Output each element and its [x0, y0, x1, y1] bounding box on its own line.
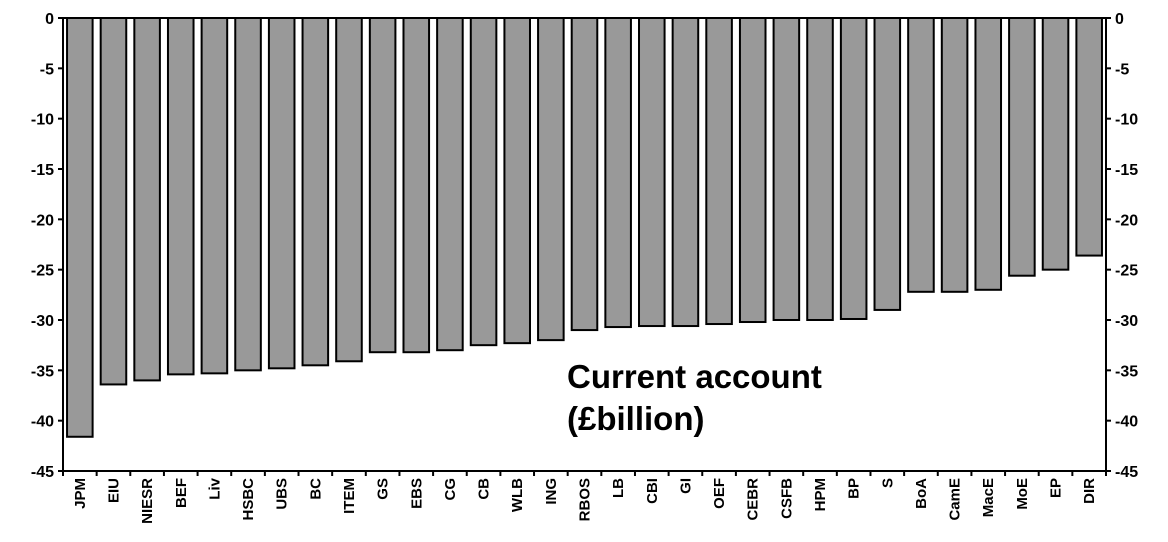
- bar-dir: [1075, 17, 1103, 257]
- category-label-cbi: CBI: [644, 478, 661, 504]
- y-tick-label-left: -45: [31, 464, 54, 481]
- bar-ubs: [267, 17, 296, 370]
- bar-hsbc: [234, 17, 262, 372]
- category-label-eiu: EIU: [105, 478, 122, 503]
- y-tick-label-left: -25: [31, 263, 54, 280]
- bar-jpm: [66, 17, 94, 438]
- category-label-oef: OEF: [711, 478, 728, 509]
- chart-title-line-1: Current account: [567, 358, 822, 395]
- bar-hpm: [806, 17, 834, 321]
- bar-oef: [705, 17, 733, 326]
- category-label-jpm: JPM: [72, 478, 89, 509]
- bars-group: [66, 17, 1103, 438]
- category-label-came: CamE: [947, 478, 964, 521]
- bar-gi: [671, 17, 700, 328]
- y-tick-label-left: -35: [31, 363, 54, 380]
- category-label-ubs: UBS: [274, 478, 291, 510]
- bar-s: [873, 17, 902, 311]
- category-label-cebr: CEBR: [745, 478, 762, 521]
- category-label-ebs: EBS: [408, 478, 425, 509]
- category-label-liv: Liv: [206, 477, 223, 499]
- bar-ep: [1041, 17, 1070, 271]
- bar-niesr: [133, 17, 161, 382]
- category-label-rbos: RBOS: [577, 478, 594, 521]
- y-tick-label-right: -35: [1115, 363, 1138, 380]
- category-label-csfb: CSFB: [778, 478, 795, 519]
- bar-cebr: [738, 17, 767, 324]
- labels-group: 0 0 -5 -5 -10 -10 -15 -15 -20 -20 -25 -25 -30 -30 -35 -…: [31, 11, 1138, 524]
- category-label-wlb: WLB: [509, 478, 526, 512]
- bar-moe: [1008, 17, 1036, 277]
- y-tick-label-left: -30: [31, 313, 54, 330]
- bar-bef: [166, 17, 195, 376]
- axes-group: [58, 17, 1111, 476]
- y-tick-label-left: -20: [31, 212, 54, 229]
- category-label-cg: CG: [442, 478, 459, 501]
- y-tick-label-right: -25: [1115, 263, 1138, 280]
- category-label-item: ITEM: [341, 478, 358, 514]
- bar-lb: [604, 17, 632, 329]
- y-tick-label-left: -15: [31, 162, 54, 179]
- category-label-boa: BoA: [913, 478, 930, 509]
- bar-ebs: [402, 17, 431, 354]
- bar-boa: [907, 17, 935, 293]
- category-label-gi: GI: [677, 478, 694, 494]
- y-tick-label-left: -5: [40, 61, 54, 78]
- category-label-bc: BC: [307, 478, 324, 500]
- category-label-lb: LB: [610, 478, 627, 498]
- bar-liv: [200, 17, 229, 375]
- bar-gs: [368, 17, 397, 354]
- y-tick-label-right: -45: [1115, 464, 1138, 481]
- bar-ing: [537, 17, 565, 342]
- y-tick-label-left: 0: [45, 11, 54, 28]
- category-label-moe: MoE: [1014, 478, 1031, 510]
- bar-cb: [469, 17, 498, 347]
- bar-cg: [436, 17, 464, 352]
- bar-csfb: [772, 17, 801, 321]
- category-label-hpm: HPM: [812, 478, 829, 511]
- bar-rbos: [570, 17, 599, 332]
- category-label-ing: ING: [543, 478, 560, 505]
- y-tick-label-left: -10: [31, 112, 54, 129]
- category-label-s: S: [879, 478, 896, 488]
- category-label-niesr: NIESR: [139, 478, 156, 524]
- category-label-hsbc: HSBC: [240, 478, 257, 521]
- y-tick-label-right: -5: [1115, 61, 1129, 78]
- bar-wlb: [503, 17, 531, 345]
- bar-bc: [301, 17, 330, 367]
- category-label-cb: CB: [476, 478, 493, 500]
- category-label-ep: EP: [1048, 478, 1065, 498]
- category-label-mace: MacE: [980, 478, 997, 517]
- chart-title-line-2: (£billion): [567, 400, 704, 437]
- y-tick-label-right: 0: [1115, 11, 1124, 28]
- category-label-dir: DIR: [1081, 478, 1098, 504]
- y-tick-label-left: -40: [31, 414, 54, 431]
- bar-item: [335, 17, 363, 363]
- bar-bp: [839, 17, 868, 320]
- y-tick-label-right: -15: [1115, 162, 1138, 179]
- y-tick-label-right: -10: [1115, 112, 1138, 129]
- y-tick-label-right: -40: [1115, 414, 1138, 431]
- category-label-bef: BEF: [173, 478, 190, 508]
- y-tick-label-right: -20: [1115, 212, 1138, 229]
- category-label-bp: BP: [846, 478, 863, 499]
- bar-eiu: [99, 17, 128, 386]
- bar-mace: [974, 17, 1003, 291]
- y-tick-label-right: -30: [1115, 313, 1138, 330]
- bar-came: [940, 17, 969, 293]
- category-label-gs: GS: [375, 478, 392, 500]
- bar-cbi: [638, 17, 666, 328]
